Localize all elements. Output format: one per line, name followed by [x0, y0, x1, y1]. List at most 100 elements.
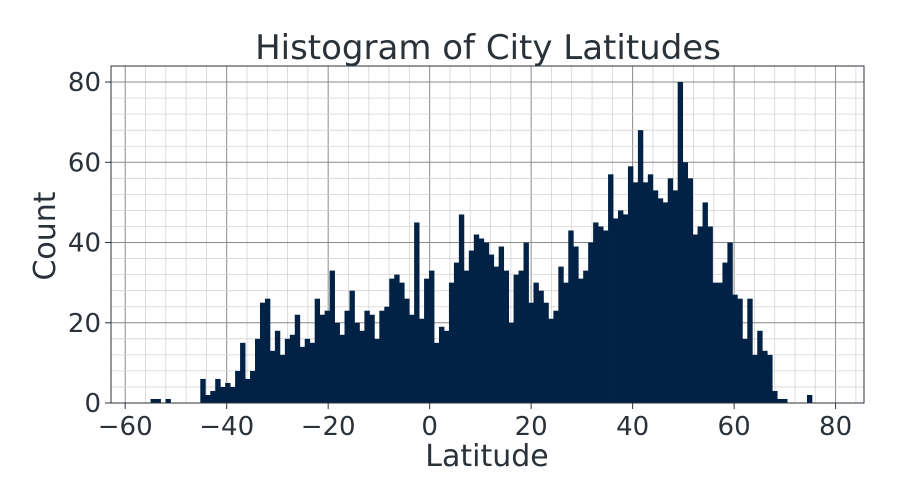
histogram-bar	[399, 282, 405, 403]
histogram-bar	[344, 310, 350, 403]
histogram-bar	[284, 338, 291, 403]
histogram-bar	[573, 246, 579, 403]
histogram-bar	[429, 270, 435, 403]
histogram-bar	[419, 318, 425, 403]
histogram-bar	[294, 314, 301, 403]
histogram-bar	[757, 330, 763, 403]
histogram-bar	[349, 290, 355, 403]
histogram-bar	[473, 234, 480, 403]
histogram-bar	[568, 230, 574, 403]
histogram-bar	[240, 342, 246, 403]
histogram-bar	[483, 242, 490, 403]
histogram-bar	[379, 310, 385, 403]
histogram-bar	[717, 282, 723, 403]
histogram-bar	[618, 210, 624, 403]
histogram-bar	[667, 178, 674, 403]
histogram-bar	[632, 182, 639, 403]
histogram-bar	[603, 230, 609, 403]
x-tick-label: 80	[819, 412, 852, 442]
y-tick-label: 20	[68, 309, 101, 339]
histogram-bar	[503, 270, 510, 403]
x-tick-label: 60	[718, 412, 751, 442]
histogram-bar	[543, 302, 549, 403]
y-tick-label: 80	[68, 68, 101, 98]
x-tick-label: 0	[421, 412, 438, 442]
x-tick-label: 20	[515, 412, 548, 442]
histogram-bar	[468, 250, 475, 403]
histogram-bar	[259, 302, 266, 403]
histogram-bar	[210, 390, 216, 403]
histogram-bar	[438, 326, 445, 403]
histogram-bar	[269, 350, 276, 403]
histogram-bar	[727, 242, 733, 403]
histogram-bars	[150, 82, 813, 404]
histogram-bar	[299, 346, 306, 403]
histogram-bar	[707, 226, 713, 403]
histogram-bar	[414, 222, 420, 403]
histogram-bar	[508, 322, 514, 403]
histogram-bar	[155, 398, 161, 403]
histogram-bar	[309, 342, 316, 403]
histogram-bar	[518, 270, 524, 403]
histogram-bar	[279, 354, 286, 403]
histogram-bar	[463, 270, 470, 403]
histogram-bar	[165, 398, 171, 403]
y-tick-label: 40	[68, 229, 101, 259]
histogram-bar	[448, 282, 455, 403]
histogram-bar	[225, 382, 231, 403]
histogram-bar	[453, 262, 460, 403]
histogram-bar	[458, 214, 465, 403]
histogram-bar	[642, 182, 649, 403]
histogram-bar	[652, 190, 659, 403]
histogram-bar	[622, 214, 629, 403]
histogram-bar	[548, 318, 554, 403]
histogram-bar	[657, 198, 664, 403]
histogram-bar	[319, 314, 326, 403]
histogram-bar	[255, 338, 261, 403]
histogram-bar	[200, 378, 206, 403]
histogram-bar	[662, 202, 669, 403]
histogram-bar	[598, 226, 604, 403]
histogram-bar	[339, 334, 345, 403]
y-tick-label: 0	[84, 389, 101, 419]
histogram-bar	[588, 242, 594, 403]
histogram-bar	[692, 234, 698, 403]
histogram-bar	[434, 342, 440, 403]
histogram-bar	[608, 174, 614, 403]
histogram-bar	[752, 354, 758, 403]
histogram-bar	[359, 330, 365, 403]
histogram-bar	[150, 398, 156, 403]
chart-title: Histogram of City Latitudes	[255, 28, 721, 68]
x-axis-label: Latitude	[425, 439, 548, 474]
histogram-bar	[702, 202, 708, 403]
histogram-bar	[488, 254, 495, 403]
histogram-bar	[369, 314, 375, 403]
x-axis-ticks: −60 −40 −20 0 20 40 60 80	[98, 403, 852, 442]
histogram-bar	[274, 330, 281, 403]
histogram-bar	[747, 298, 753, 403]
histogram-bar	[324, 310, 330, 403]
histogram-bar	[637, 130, 644, 403]
histogram-bar	[777, 398, 783, 403]
histogram-bar	[394, 274, 400, 403]
histogram-bar	[712, 282, 718, 403]
histogram-bar	[772, 390, 778, 403]
histogram-bar	[354, 322, 360, 403]
histogram-bar	[533, 282, 539, 403]
histogram-bar	[384, 306, 390, 403]
histogram-bar	[289, 334, 296, 403]
histogram-bar	[583, 270, 589, 403]
histogram-bar	[538, 290, 544, 403]
histogram-bar	[682, 162, 689, 403]
plot-frame	[110, 65, 865, 404]
histogram-bar	[697, 226, 703, 403]
histogram-bar	[806, 394, 813, 403]
histogram-bar	[245, 378, 251, 403]
histogram-bar	[478, 238, 485, 403]
x-tick-label: −60	[98, 412, 153, 442]
histogram-bar	[647, 174, 654, 403]
histogram-bar	[334, 322, 340, 403]
histogram-bar	[593, 222, 599, 403]
histogram-bar	[230, 386, 236, 403]
